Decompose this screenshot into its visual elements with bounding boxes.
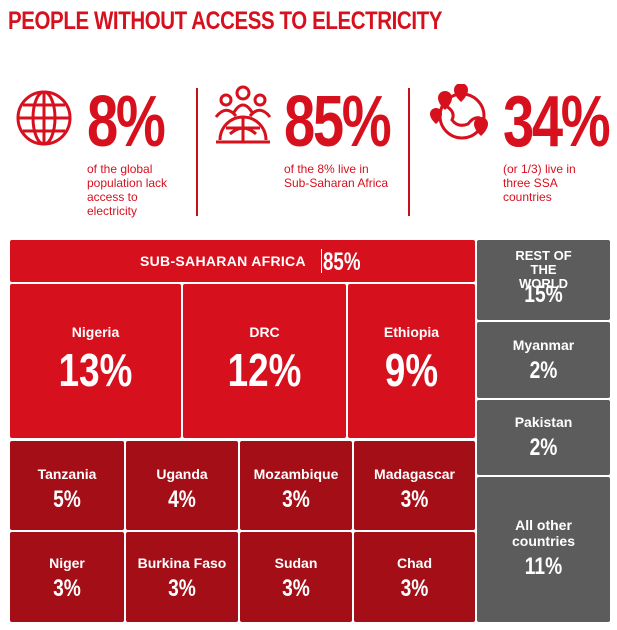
tile-value: 3%: [53, 575, 81, 602]
tile-label: Tanzania: [37, 466, 97, 482]
stat-value: 34%: [503, 82, 611, 162]
tile-value: 13%: [58, 344, 133, 396]
tile-label: Ethiopia: [383, 324, 440, 340]
tile-uganda: Uganda 4%: [126, 441, 238, 530]
group-label: REST OF THE WORLD: [515, 248, 572, 291]
map-pins-globe-icon: [430, 84, 488, 140]
tile-tanzania: Tanzania 5%: [10, 441, 124, 530]
tile-label: Mozambique: [253, 466, 339, 482]
tile-drc: DRC 12%: [183, 284, 346, 438]
people-globe-icon: [214, 85, 272, 144]
tile-value: 3%: [168, 575, 196, 602]
group-separator: [321, 249, 322, 273]
tile-ethiopia: Ethiopia 9%: [348, 284, 475, 438]
tile-label: All other countries: [511, 517, 575, 549]
tile-value: 12%: [227, 344, 302, 396]
group-header-ssa: SUB-SAHARAN AFRICA 85%: [10, 240, 475, 282]
tile-sudan: Sudan 3%: [240, 532, 352, 622]
tile-value: 2%: [529, 434, 558, 461]
tile-nigeria: Nigeria 13%: [10, 284, 181, 438]
globe-icon: [16, 90, 72, 146]
tile-burkina-faso: Burkina Faso 3%: [126, 532, 238, 622]
divider: [196, 88, 198, 216]
tile-label: Niger: [49, 555, 85, 571]
tile-label: Burkina Faso: [137, 555, 227, 571]
group-value: 85%: [323, 248, 361, 276]
group-value: 15%: [524, 281, 563, 308]
tile-value: 3%: [282, 575, 310, 602]
tile-value: 9%: [384, 344, 439, 396]
tile-value: 11%: [524, 553, 563, 580]
tile-value: 3%: [400, 486, 429, 513]
tile-label: Sudan: [274, 555, 318, 571]
tile-pakistan: Pakistan 2%: [477, 400, 610, 475]
group-header-rest-of-world: REST OF THE WORLD 15%: [477, 240, 610, 320]
stat-description: of the global population lack access to …: [87, 162, 168, 218]
tile-label: Myanmar: [512, 337, 575, 353]
tile-label: Chad: [397, 555, 432, 571]
stat-value: 85%: [284, 82, 392, 162]
tile-madagascar: Madagascar 3%: [354, 441, 475, 530]
tile-value: 3%: [282, 486, 310, 513]
stat-description: (or 1/3) live in three SSA countries: [503, 162, 576, 204]
tile-niger: Niger 3%: [10, 532, 124, 622]
tile-value: 2%: [529, 357, 558, 384]
tile-mozambique: Mozambique 3%: [240, 441, 352, 530]
stat-description: of the 8% live in Sub-Saharan Africa: [284, 162, 389, 190]
tile-all-other-countries: All other countries 11%: [477, 477, 610, 622]
divider: [408, 88, 410, 216]
tile-value: 3%: [400, 575, 429, 602]
tile-label: Pakistan: [514, 414, 573, 430]
group-label: SUB-SAHARAN AFRICA: [140, 253, 306, 269]
tile-label: DRC: [249, 324, 280, 340]
tile-value: 5%: [53, 486, 81, 513]
tile-label: Nigeria: [71, 324, 120, 340]
tile-chad: Chad 3%: [354, 532, 475, 622]
tile-label: Uganda: [156, 466, 208, 482]
tile-value: 4%: [168, 486, 196, 513]
stat-value: 8%: [87, 82, 166, 162]
tile-myanmar: Myanmar 2%: [477, 322, 610, 398]
page-title: PEOPLE WITHOUT ACCESS TO ELECTRICITY: [8, 7, 442, 35]
tile-label: Madagascar: [374, 466, 455, 482]
